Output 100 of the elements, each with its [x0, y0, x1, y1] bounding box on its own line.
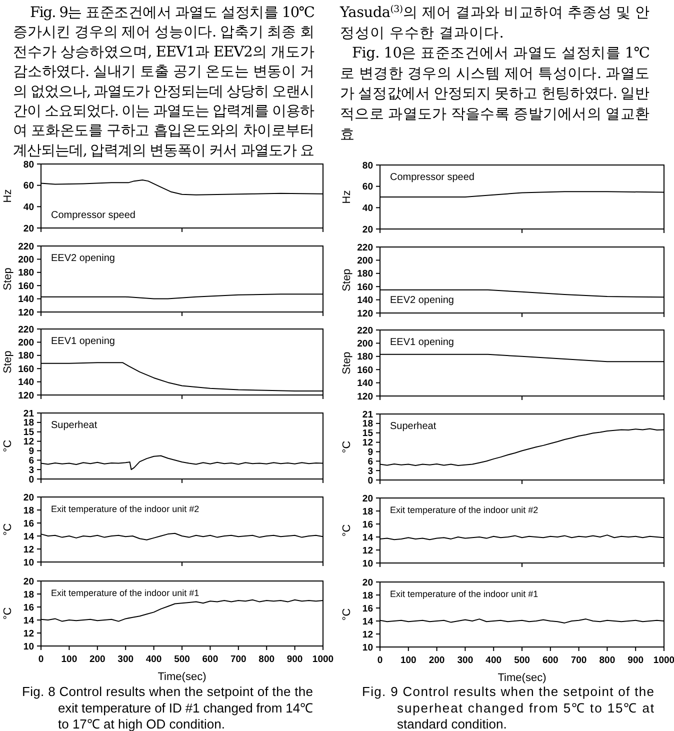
text: exit temperature of ID #1 changed from 14℃: [58, 700, 313, 716]
y-tick-label: 40: [23, 202, 34, 213]
y-tick-label: 120: [357, 391, 373, 402]
y-tick-label: 12: [362, 629, 373, 640]
x-axis-title: Time(sec): [498, 672, 546, 684]
y-tick-label: 10: [23, 641, 34, 652]
y-tick-label: 18: [362, 506, 373, 518]
y-tick-label: 140: [357, 378, 373, 390]
y-tick-label: 200: [18, 338, 34, 348]
x-tick-label: 400: [486, 655, 502, 666]
y-axis-title: °C: [2, 440, 14, 452]
y-tick-label: 18: [23, 418, 34, 429]
y-axis-title: °C: [2, 523, 14, 536]
text: 감소하였다. 실내기 토출 공기 온도는 변동이 거: [13, 64, 315, 80]
y-tick-label: 160: [357, 364, 373, 376]
y-tick-label: 20: [23, 223, 34, 234]
y-tick-label: 120: [357, 308, 373, 320]
y-axis-title: Step: [2, 268, 14, 290]
x-tick-label: 500: [514, 655, 530, 666]
y-tick-label: 3: [28, 464, 34, 476]
y-axis-title: Step: [341, 268, 353, 292]
y-tick-label: 6: [368, 456, 373, 468]
x-tick-label: 700: [230, 654, 246, 665]
text: EEV1 opening: [51, 336, 115, 347]
text: 증가시킨 경우의 제어 성능이다. 압축기 최종 회: [13, 24, 315, 41]
y-tick-label: 20: [362, 493, 373, 504]
y-tick-label: 18: [362, 418, 373, 430]
y-tick-label: 10: [23, 557, 34, 568]
x-tick-label: 0: [38, 654, 44, 665]
y-tick-label: 180: [357, 268, 373, 280]
y-tick-label: 140: [357, 295, 373, 306]
text: 효: [340, 126, 355, 143]
y-tick-label: 60: [23, 180, 34, 192]
y-tick-label: 10: [362, 558, 373, 570]
text: 정성이 우수한 결과이다.: [340, 25, 504, 42]
y-axis-title: °C: [341, 608, 353, 621]
y-tick-label: 20: [362, 577, 373, 588]
x-tick-label: 700: [570, 655, 587, 666]
x-tick-label: 900: [286, 654, 303, 665]
text: 계산되는데, 압력계의 변동폭이 커서 과열도가 요: [13, 142, 315, 159]
x-tick-label: 500: [174, 654, 190, 665]
y-tick-label: 15: [362, 428, 374, 440]
text: Compressor speed: [390, 172, 474, 183]
caption: Fig. 9 Control results when the setpoint of the: [362, 684, 654, 699]
x-tick-label: 800: [599, 655, 616, 666]
y-tick-label: 9: [368, 447, 373, 458]
y-tick-label: 140: [18, 294, 34, 306]
x-tick-label: 0: [377, 655, 383, 666]
y-tick-label: 220: [18, 324, 34, 336]
y-tick-label: 12: [23, 544, 34, 556]
text: 로 변경한 경우의 시스템 제어 특성이다. 과열도: [340, 66, 650, 82]
text: superheat changed from 5℃ to 15℃ at: [397, 700, 654, 716]
text: to 17℃ at high OD condition.: [58, 716, 225, 731]
y-tick-label: 9: [28, 446, 34, 458]
text: 전수가 상승하였으며, EEV1과 EEV2의 개도가: [13, 44, 315, 60]
x-tick-label: 400: [146, 654, 162, 665]
y-tick-label: 14: [362, 532, 374, 544]
x-tick-label: 100: [61, 654, 78, 665]
y-tick-label: 16: [362, 603, 373, 614]
y-tick-label: 12: [362, 545, 373, 556]
y-tick-label: 16: [362, 519, 373, 530]
text: EEV2 opening: [390, 295, 454, 306]
text: 간이 소요되었다. 이는 과열도는 압력계를 이용하: [13, 104, 315, 120]
y-tick-label: 0: [28, 474, 34, 486]
y-tick-label: 80: [362, 160, 373, 172]
text: Superheat: [390, 421, 436, 432]
text: standard condition.: [397, 716, 507, 731]
text: Exit temperature of the indoor unit #1: [51, 588, 200, 598]
y-tick-label: 80: [23, 159, 34, 170]
y-tick-label: 21: [23, 408, 35, 420]
text: Compressor speed: [51, 210, 136, 221]
y-tick-label: 200: [357, 256, 373, 266]
x-tick-label: 1000: [312, 654, 334, 665]
y-axis-title: Step: [341, 352, 353, 374]
y-tick-label: 40: [362, 202, 373, 214]
x-tick-label: 800: [258, 654, 275, 665]
y-tick-label: 120: [18, 390, 34, 402]
y-tick-label: 20: [362, 224, 373, 236]
text: Exit temperature of the indoor unit #1: [390, 589, 538, 599]
y-axis-title: Hz: [2, 189, 14, 203]
y-tick-label: 180: [18, 268, 34, 279]
caption: Fig. 8 Control results when the setpoint of the the: [22, 684, 313, 699]
text: 의 없었으나, 과열도가 안정되는데 상당히 오랜시: [13, 84, 315, 100]
y-tick-label: 60: [362, 182, 373, 193]
y-tick-label: 3: [368, 466, 373, 477]
y-tick-label: 21: [362, 409, 374, 420]
y-tick-label: 18: [23, 505, 34, 516]
x-tick-label: 1000: [653, 655, 674, 666]
y-tick-label: 220: [357, 325, 373, 336]
y-tick-label: 220: [357, 242, 373, 254]
x-tick-label: 200: [428, 655, 445, 666]
x-tick-label: 300: [457, 655, 474, 666]
y-tick-label: 0: [368, 475, 373, 486]
text: 여 포화온도를 구하고 흡입온도와의 차이로부터: [13, 123, 315, 140]
text: EEV2 opening: [51, 253, 115, 264]
y-tick-label: 200: [18, 254, 34, 266]
y-tick-label: 16: [23, 518, 34, 530]
x-tick-label: 200: [89, 654, 106, 665]
x-tick-label: 100: [400, 655, 416, 666]
text: Superheat: [51, 420, 98, 431]
